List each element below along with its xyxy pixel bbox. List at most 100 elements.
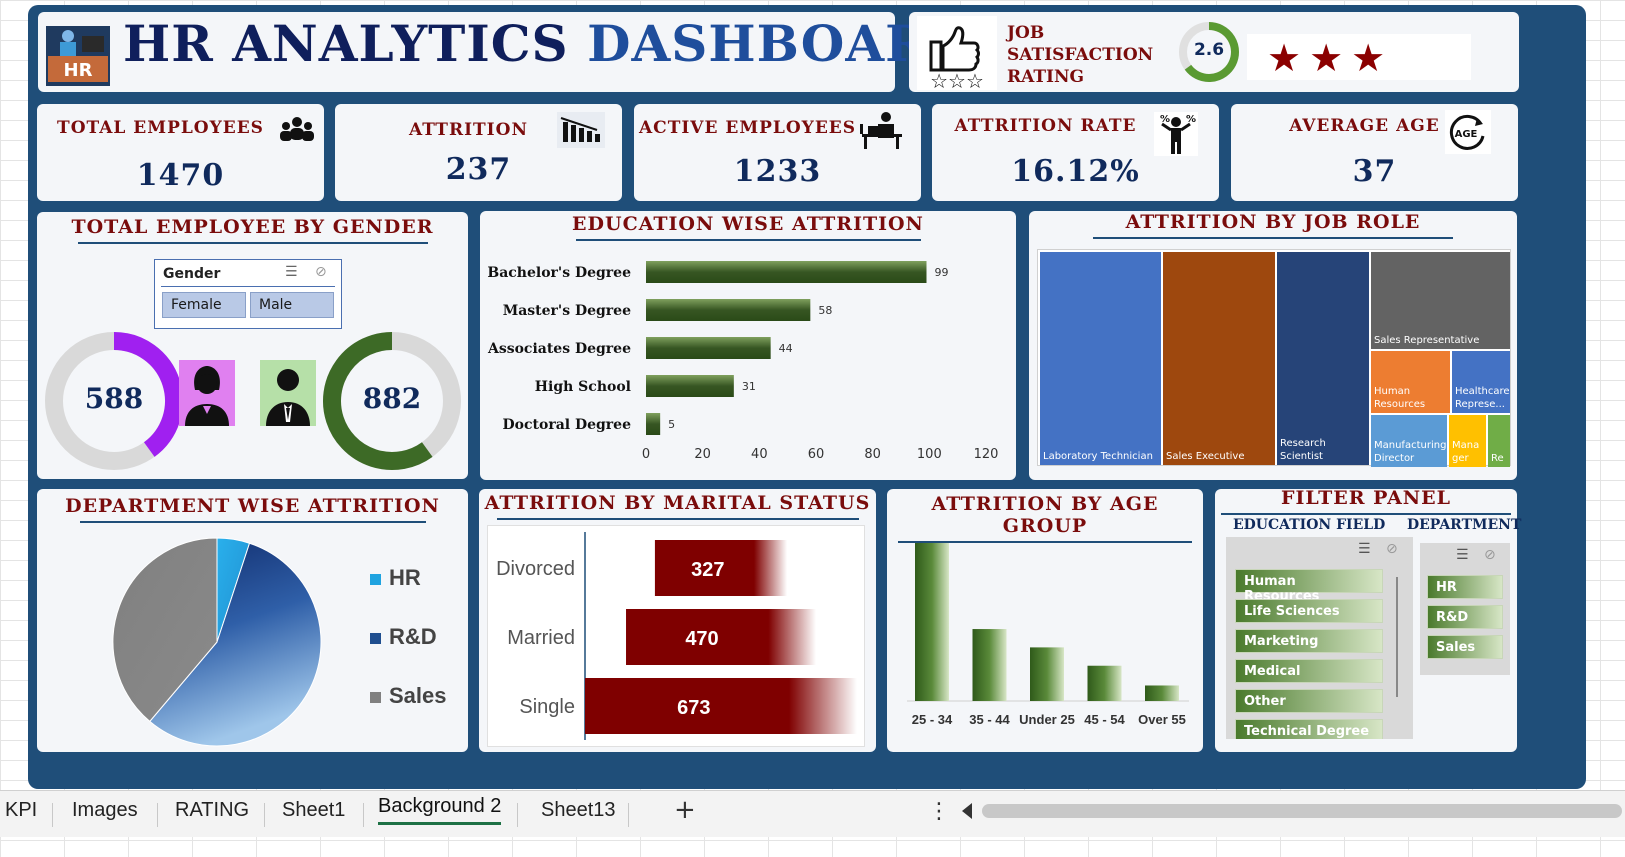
sheet-tab[interactable]: Background 2 (378, 795, 502, 825)
rating-stars: ★★★ (1267, 36, 1393, 80)
kpi-value: 16.12% (1011, 154, 1140, 189)
male-count: 882 (362, 382, 422, 415)
sheet-tab[interactable]: Sheet1 (282, 799, 346, 821)
male-avatar-icon (260, 360, 316, 426)
education-field-option[interactable]: Technical Degree (1235, 719, 1383, 739)
treemap-cell[interactable]: Healthcare Represe... (1452, 351, 1510, 413)
rating-panel: ☆☆☆ JOB SATISFACTION RATING 2.6 ★★★ (909, 12, 1519, 92)
pie-slice (112, 537, 218, 723)
sheet-tab[interactable]: Images (72, 799, 138, 821)
female-donut-segment (113, 332, 183, 457)
slicer-option-male[interactable]: Male (250, 292, 334, 318)
people-group-icon (280, 117, 314, 141)
svg-text:☆☆☆: ☆☆☆ (930, 69, 984, 90)
treemap-cell-label: Research Scientist (1280, 438, 1326, 462)
marital-bar-chart: Divorced 327 Married 470 Single 673 (496, 532, 857, 740)
pie-slice (149, 542, 322, 747)
rating-label: JOB SATISFACTION RATING (1007, 22, 1153, 88)
pie-legend-label: HR (389, 565, 421, 590)
tab-separator (517, 803, 518, 827)
thumbs-up-icon: ☆☆☆ (917, 16, 997, 90)
treemap-cell-label: Sales Executive (1166, 451, 1245, 462)
treemap-cell[interactable]: Research Scientist (1277, 252, 1369, 465)
department-option[interactable]: HR (1427, 575, 1503, 599)
star-icon: ★ (1267, 36, 1310, 80)
star-icon: ★ (1351, 36, 1394, 80)
clear-filter-icon[interactable]: ⊘ (1386, 541, 1398, 557)
age-bar (915, 543, 949, 701)
svg-text:AGE: AGE (1455, 129, 1478, 140)
treemap-cell[interactable]: Sales Representative (1371, 252, 1510, 349)
edu-tick-label: 120 (974, 447, 999, 462)
age-category-label: Under 25 (1019, 712, 1075, 727)
treemap-cell[interactable]: Sales Executive (1163, 252, 1275, 465)
tab-separator (363, 803, 364, 827)
treemap-cell[interactable]: Human Resources (1371, 351, 1450, 413)
department-option[interactable]: Sales (1427, 635, 1503, 659)
education-field-option[interactable]: Life Sciences (1235, 599, 1383, 623)
rating-value: 2.6 (1193, 40, 1225, 60)
education-field-option[interactable]: Medical (1235, 659, 1383, 683)
multi-select-icon[interactable]: ☰ (1456, 547, 1469, 563)
marital-data-label: 470 (685, 628, 718, 650)
education-field-option[interactable]: Other (1235, 689, 1383, 713)
horizontal-scrollbar[interactable] (982, 804, 1622, 818)
age-category-label: Over 55 (1138, 712, 1186, 727)
treemap-cell-label: Healthcare Represe... (1455, 386, 1510, 410)
treemap-cell[interactable]: Re (1488, 415, 1510, 467)
gender-title-text: TOTAL EMPLOYEE BY GENDER (71, 216, 434, 238)
jobrole-title-text: ATTRITION BY JOB ROLE (1125, 211, 1421, 233)
slicer-option-female[interactable]: Female (162, 292, 246, 318)
education-title: EDUCATION WISE ATTRITION (480, 213, 1016, 241)
kpi-active-employees: ACTIVE EMPLOYEES 1233 (634, 104, 921, 201)
slicer-scrollbar[interactable] (1396, 577, 1398, 697)
rating-label-line-1: JOB (1007, 23, 1045, 43)
edu-bar (646, 375, 734, 397)
kpi-label: ATTRITION (409, 120, 528, 140)
treemap-cell[interactable]: Mana ger (1449, 415, 1486, 467)
filter-panel-title: FILTER PANEL (1215, 487, 1517, 515)
education-field-title: EDUCATION FIELD (1233, 517, 1386, 533)
kpi-value: 37 (1352, 154, 1397, 189)
agegroup-title-text: ATTRITION BY AGE GROUP (931, 493, 1159, 537)
kpi-attrition-rate: ATTRITION RATE % % 16.12% (932, 104, 1219, 201)
treemap-cell[interactable]: Manufacturing Director (1371, 415, 1447, 467)
dashboard-title: HR ANALYTICS DASHBOARD (123, 14, 972, 73)
age-cycle-icon: AGE (1445, 110, 1491, 154)
sheet-tab[interactable]: RATING (175, 799, 250, 821)
treemap-cell-label: Human Resources (1374, 386, 1426, 410)
female-donut-chart (45, 332, 183, 470)
star-icon: ★ (1309, 36, 1352, 80)
add-sheet-button[interactable]: + (674, 795, 696, 825)
more-options-button[interactable]: ⋮ (928, 799, 950, 824)
scroll-left-arrow-icon[interactable] (962, 803, 972, 819)
kpi-label: ATTRITION RATE (954, 116, 1137, 136)
treemap-cell-label: Sales Representative (1374, 335, 1480, 346)
department-panel: DEPARTMENT WISE ATTRITION HR R&D Sales (37, 489, 468, 752)
marital-category-label: Divorced (496, 558, 575, 580)
kpi-label: AVERAGE AGE (1289, 116, 1440, 136)
edu-data-label: 5 (668, 418, 675, 431)
multi-select-icon[interactable]: ☰ (285, 264, 298, 280)
sheet-tab[interactable]: Sheet13 (541, 799, 616, 821)
education-field-option[interactable]: Marketing (1235, 629, 1383, 653)
pie-legend-swatch (370, 574, 381, 585)
gender-panel: TOTAL EMPLOYEE BY GENDER Gender ☰ ⊘ Fema… (37, 212, 468, 479)
education-panel: EDUCATION WISE ATTRITION Bachelor's Degr… (480, 211, 1016, 480)
department-option[interactable]: R&D (1427, 605, 1503, 629)
filter-panel-title-text: FILTER PANEL (1280, 487, 1452, 509)
clear-filter-icon[interactable]: ⊘ (315, 264, 327, 280)
pie-legend-label: R&D (389, 624, 437, 649)
edu-tick-label: 80 (864, 447, 881, 462)
multi-select-icon[interactable]: ☰ (1358, 541, 1371, 557)
edu-data-label: 44 (779, 342, 793, 355)
kpi-label: ACTIVE EMPLOYEES (638, 118, 857, 138)
kpi-value: 1470 (136, 158, 225, 193)
age-category-label: 25 - 34 (912, 712, 953, 727)
treemap-cell[interactable]: Laboratory Technician (1040, 252, 1161, 465)
filter-panel: FILTER PANEL EDUCATION FIELD DEPARTMENT … (1215, 487, 1521, 752)
clear-filter-icon[interactable]: ⊘ (1484, 547, 1496, 563)
treemap-cell-label: Mana ger (1452, 440, 1480, 464)
sheet-tab[interactable]: KPI (5, 799, 38, 821)
education-field-option[interactable]: Human Resources (1235, 569, 1383, 604)
